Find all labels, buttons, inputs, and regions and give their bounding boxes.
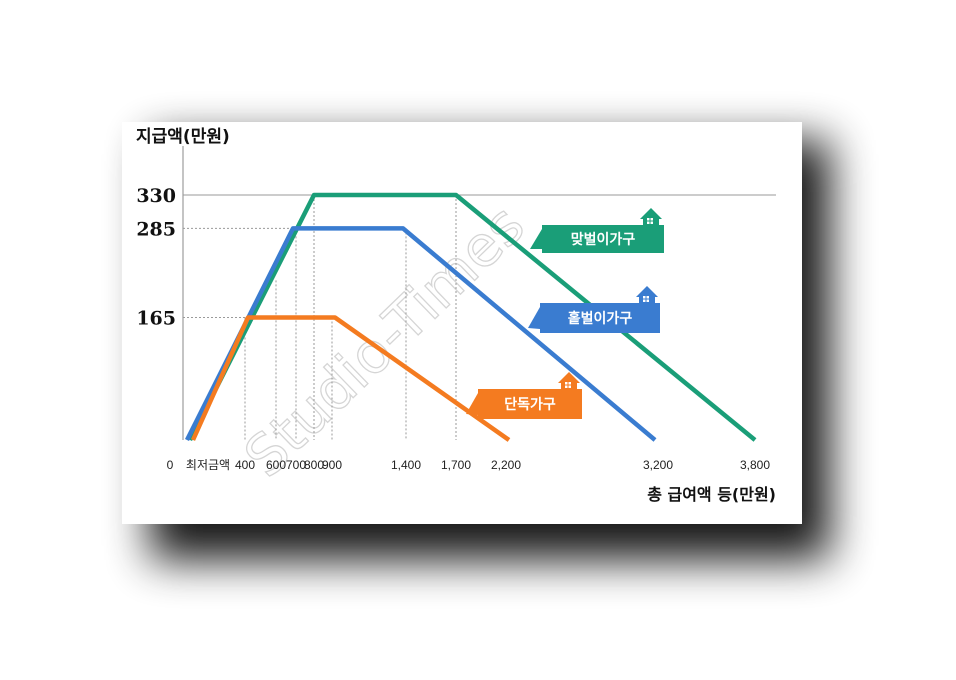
legend-pointer xyxy=(528,307,540,329)
legend-box xyxy=(542,225,664,253)
x-tick-2: 400 xyxy=(235,458,255,472)
x-axis-label: 총 급여액 등(만원) xyxy=(647,485,776,504)
y-tick-285: 285 xyxy=(136,218,176,240)
x-tick-8: 1,700 xyxy=(441,458,471,472)
x-tick-11: 3,800 xyxy=(740,458,770,472)
house-icon xyxy=(640,208,662,226)
house-icon xyxy=(558,372,580,390)
y-axis-label: 지급액(만원) xyxy=(136,127,230,147)
x-tick-5: 800 xyxy=(304,458,324,472)
legend-label-2: 단독가구 xyxy=(504,396,556,413)
legend-badge-0: 맞벌이가구 xyxy=(530,208,664,253)
y-tick-330: 330 xyxy=(136,185,176,207)
grid xyxy=(182,146,776,440)
x-tick-3: 600 xyxy=(266,458,286,472)
series-line-2 xyxy=(190,315,511,442)
legend-badge-2: 단독가구 xyxy=(466,372,582,419)
legend-label-0: 맞벌이가구 xyxy=(571,231,636,248)
legend-box xyxy=(540,303,660,333)
x-tick-9: 2,200 xyxy=(491,458,521,472)
legend-pointer xyxy=(530,229,542,249)
legend-pointer xyxy=(466,393,478,415)
x-tick-4: 700 xyxy=(286,458,306,472)
house-icon xyxy=(636,286,658,304)
y-tick-165: 165 xyxy=(136,308,176,330)
x-tick-1: 최저금액 xyxy=(186,458,230,472)
x-tick-10: 3,200 xyxy=(643,458,673,472)
x-tick-6: 900 xyxy=(322,458,342,472)
legend-label-1: 홑벌이가구 xyxy=(568,310,633,327)
x-tick-7: 1,400 xyxy=(391,458,421,472)
legend-box xyxy=(478,389,582,419)
x-tick-0: 0 xyxy=(167,458,174,472)
watermark: Studio-Times xyxy=(233,193,538,490)
y-ticks: 330 285 165 xyxy=(136,185,176,330)
chart-card xyxy=(122,122,802,524)
legend-badge-1: 홑벌이가구 xyxy=(528,286,660,333)
